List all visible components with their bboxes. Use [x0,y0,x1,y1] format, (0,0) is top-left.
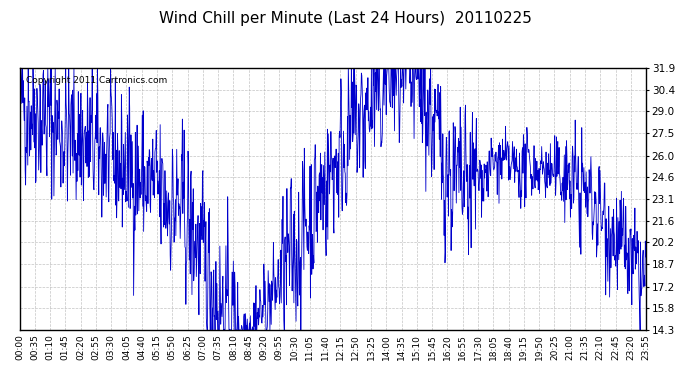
Text: Copyright 2011 Cartronics.com: Copyright 2011 Cartronics.com [26,76,167,85]
Text: Wind Chill per Minute (Last 24 Hours)  20110225: Wind Chill per Minute (Last 24 Hours) 20… [159,11,531,26]
